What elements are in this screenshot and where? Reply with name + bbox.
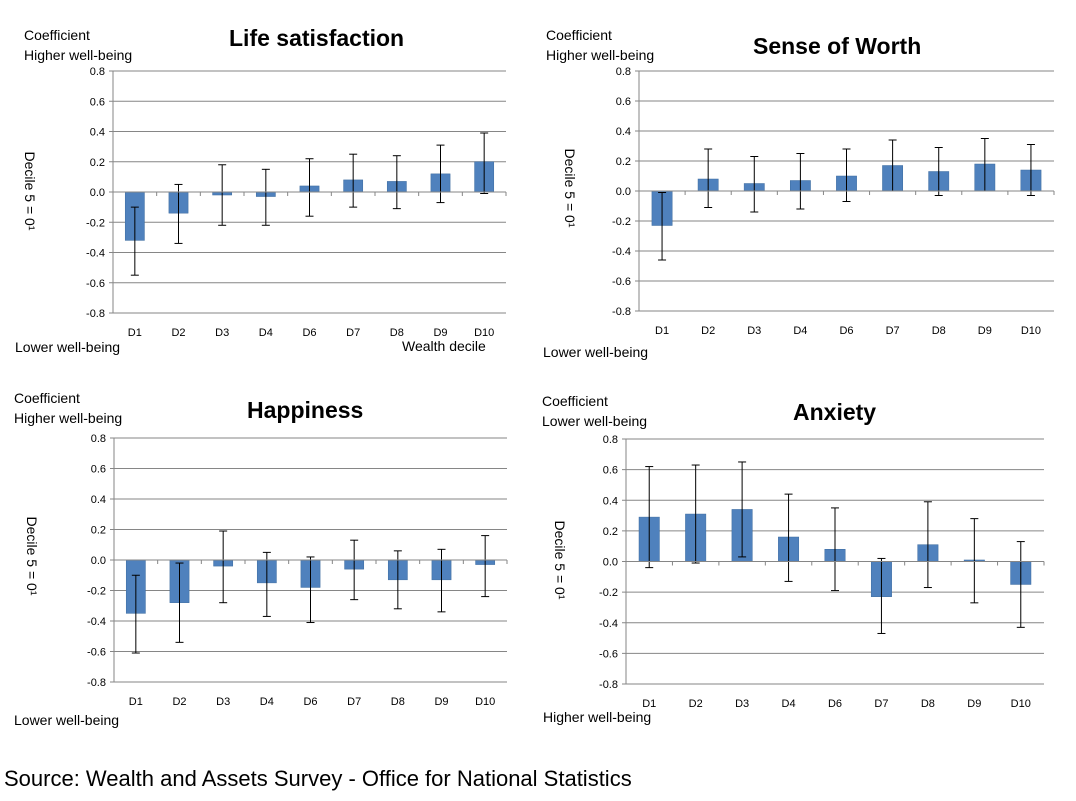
y-tick-label: 0.8 (91, 433, 106, 445)
bottom-wellbeing-label: Lower well-being (543, 344, 649, 360)
chart-title: Happiness (247, 397, 364, 423)
x-tick-label: D10 (474, 327, 494, 339)
x-tick-label: D4 (260, 696, 274, 708)
bottom-wellbeing-label: Lower well-being (15, 339, 121, 355)
y-tick-label: 0.4 (90, 127, 105, 139)
x-tick-label: D3 (216, 696, 230, 708)
chart-title: Life satisfaction (229, 25, 405, 51)
x-tick-label: D1 (642, 698, 656, 710)
y-tick-label: -0.4 (612, 246, 631, 258)
chart-title: Anxiety (793, 399, 877, 425)
coefficient-label: Coefficient (542, 393, 608, 409)
y-tick-label: -0.8 (86, 308, 105, 320)
x-axis-label: Wealth decile (402, 338, 486, 354)
y-tick-label: -0.6 (86, 278, 105, 290)
x-tick-label: D2 (172, 696, 186, 708)
x-tick-label: D1 (655, 325, 669, 337)
x-tick-label: D6 (828, 698, 842, 710)
x-tick-label: D8 (921, 698, 935, 710)
x-tick-label: D4 (793, 325, 807, 337)
x-tick-label: D10 (1021, 325, 1041, 337)
x-tick-label: D2 (689, 698, 703, 710)
y-tick-label: -0.6 (87, 647, 106, 659)
y-tick-label: -0.8 (87, 677, 106, 689)
chart-sense-of-worth: Coefficient Higher well-being Sense of W… (538, 0, 1076, 380)
x-tick-label: D4 (782, 698, 796, 710)
x-tick-label: D7 (347, 696, 361, 708)
y-tick-label: 0.4 (91, 494, 106, 506)
y-tick-label: 0.4 (616, 126, 631, 138)
chart-anxiety: Coefficient Lower well-being Anxiety Dec… (538, 380, 1076, 760)
x-tick-label: D8 (390, 327, 404, 339)
chart-plot: 0.8 0.6 0.4 0.2 0.0 -0.2 -0.4 -0.6 -0.8 D1 D2 D3 D4 D… (599, 434, 1045, 710)
y-tick-label: -0.2 (87, 586, 106, 598)
y-tick-label: -0.2 (612, 216, 631, 228)
y-tick-label: 0.6 (90, 96, 105, 108)
x-tick-label: D6 (302, 327, 316, 339)
y-tick-label: 0.6 (91, 464, 106, 476)
top-wellbeing-label: Higher well-being (546, 47, 655, 63)
y-tick-label: 0.2 (90, 157, 105, 169)
y-tick-label: 0.6 (603, 465, 618, 477)
coefficient-label: Coefficient (14, 390, 80, 406)
y-tick-label: 0.0 (603, 557, 618, 569)
chart-life-satisfaction: Coefficient Higher well-being Life satis… (0, 0, 538, 380)
y-tick-label: -0.4 (86, 248, 105, 260)
y-tick-label: -0.2 (599, 587, 618, 599)
chart-plot: 0.8 0.6 0.4 0.2 0.0 -0.2 -0.4 -0.6 -0.8 D1 D2 D3 D4 D… (86, 66, 507, 339)
x-tick-label: D7 (874, 698, 888, 710)
x-tick-label: D3 (735, 698, 749, 710)
y-tick-label: 0.2 (603, 526, 618, 538)
y-tick-label: 0.8 (616, 66, 631, 78)
x-tick-label: D8 (391, 696, 405, 708)
chart-plot: 0.8 0.6 0.4 0.2 0.0 -0.2 -0.4 -0.6 -0.8 D1 D2 D3 D4 D… (612, 66, 1055, 337)
bottom-wellbeing-label: Higher well-being (543, 709, 652, 725)
chart-happiness: Coefficient Higher well-being Happiness … (0, 380, 538, 760)
y-tick-label: 0.8 (90, 66, 105, 78)
top-wellbeing-label: Higher well-being (14, 410, 123, 426)
y-tick-label: -0.8 (599, 679, 618, 691)
y-tick-label: 0.2 (91, 525, 106, 537)
y-tick-label: 0.8 (603, 434, 618, 446)
y-tick-label: 0.4 (603, 495, 618, 507)
source-note: Source: Wealth and Assets Survey - Offic… (4, 766, 632, 791)
y-tick-label: -0.4 (599, 618, 618, 630)
x-tick-label: D6 (839, 325, 853, 337)
x-tick-label: D9 (978, 325, 992, 337)
y-tick-label: 0.2 (616, 156, 631, 168)
x-tick-label: D1 (129, 696, 143, 708)
x-tick-label: D3 (215, 327, 229, 339)
chart-title: Sense of Worth (753, 33, 922, 59)
coefficient-label: Coefficient (546, 27, 612, 43)
bottom-wellbeing-label: Lower well-being (14, 712, 120, 728)
y-tick-label: 0.6 (616, 96, 631, 108)
x-tick-label: D2 (701, 325, 715, 337)
x-tick-label: D1 (128, 327, 142, 339)
y-tick-label: -0.4 (87, 616, 106, 628)
y-tick-label: 0.0 (91, 555, 106, 567)
y-tick-label: -0.6 (599, 648, 618, 660)
y-tick-label: -0.6 (612, 276, 631, 288)
coefficient-label: Coefficient (24, 27, 90, 43)
x-tick-label: D4 (259, 327, 273, 339)
x-tick-label: D7 (886, 325, 900, 337)
x-tick-label: D7 (346, 327, 360, 339)
x-tick-label: D10 (475, 696, 495, 708)
x-tick-label: D9 (433, 327, 447, 339)
x-tick-label: D3 (747, 325, 761, 337)
x-tick-label: D10 (1011, 698, 1031, 710)
top-wellbeing-label: Higher well-being (24, 47, 133, 63)
y-tick-label: 0.0 (90, 187, 105, 199)
x-tick-label: D8 (932, 325, 946, 337)
y-tick-label: -0.8 (612, 306, 631, 318)
y-tick-label: 0.0 (616, 186, 631, 198)
y-tick-label: -0.2 (86, 217, 105, 229)
x-tick-label: D9 (967, 698, 981, 710)
x-tick-label: D6 (303, 696, 317, 708)
top-wellbeing-label: Lower well-being (542, 413, 648, 429)
x-tick-label: D2 (171, 327, 185, 339)
x-tick-label: D9 (434, 696, 448, 708)
chart-plot: 0.8 0.6 0.4 0.2 0.0 -0.2 -0.4 -0.6 -0.8 D1 D2 D3 D4 D… (87, 433, 508, 708)
